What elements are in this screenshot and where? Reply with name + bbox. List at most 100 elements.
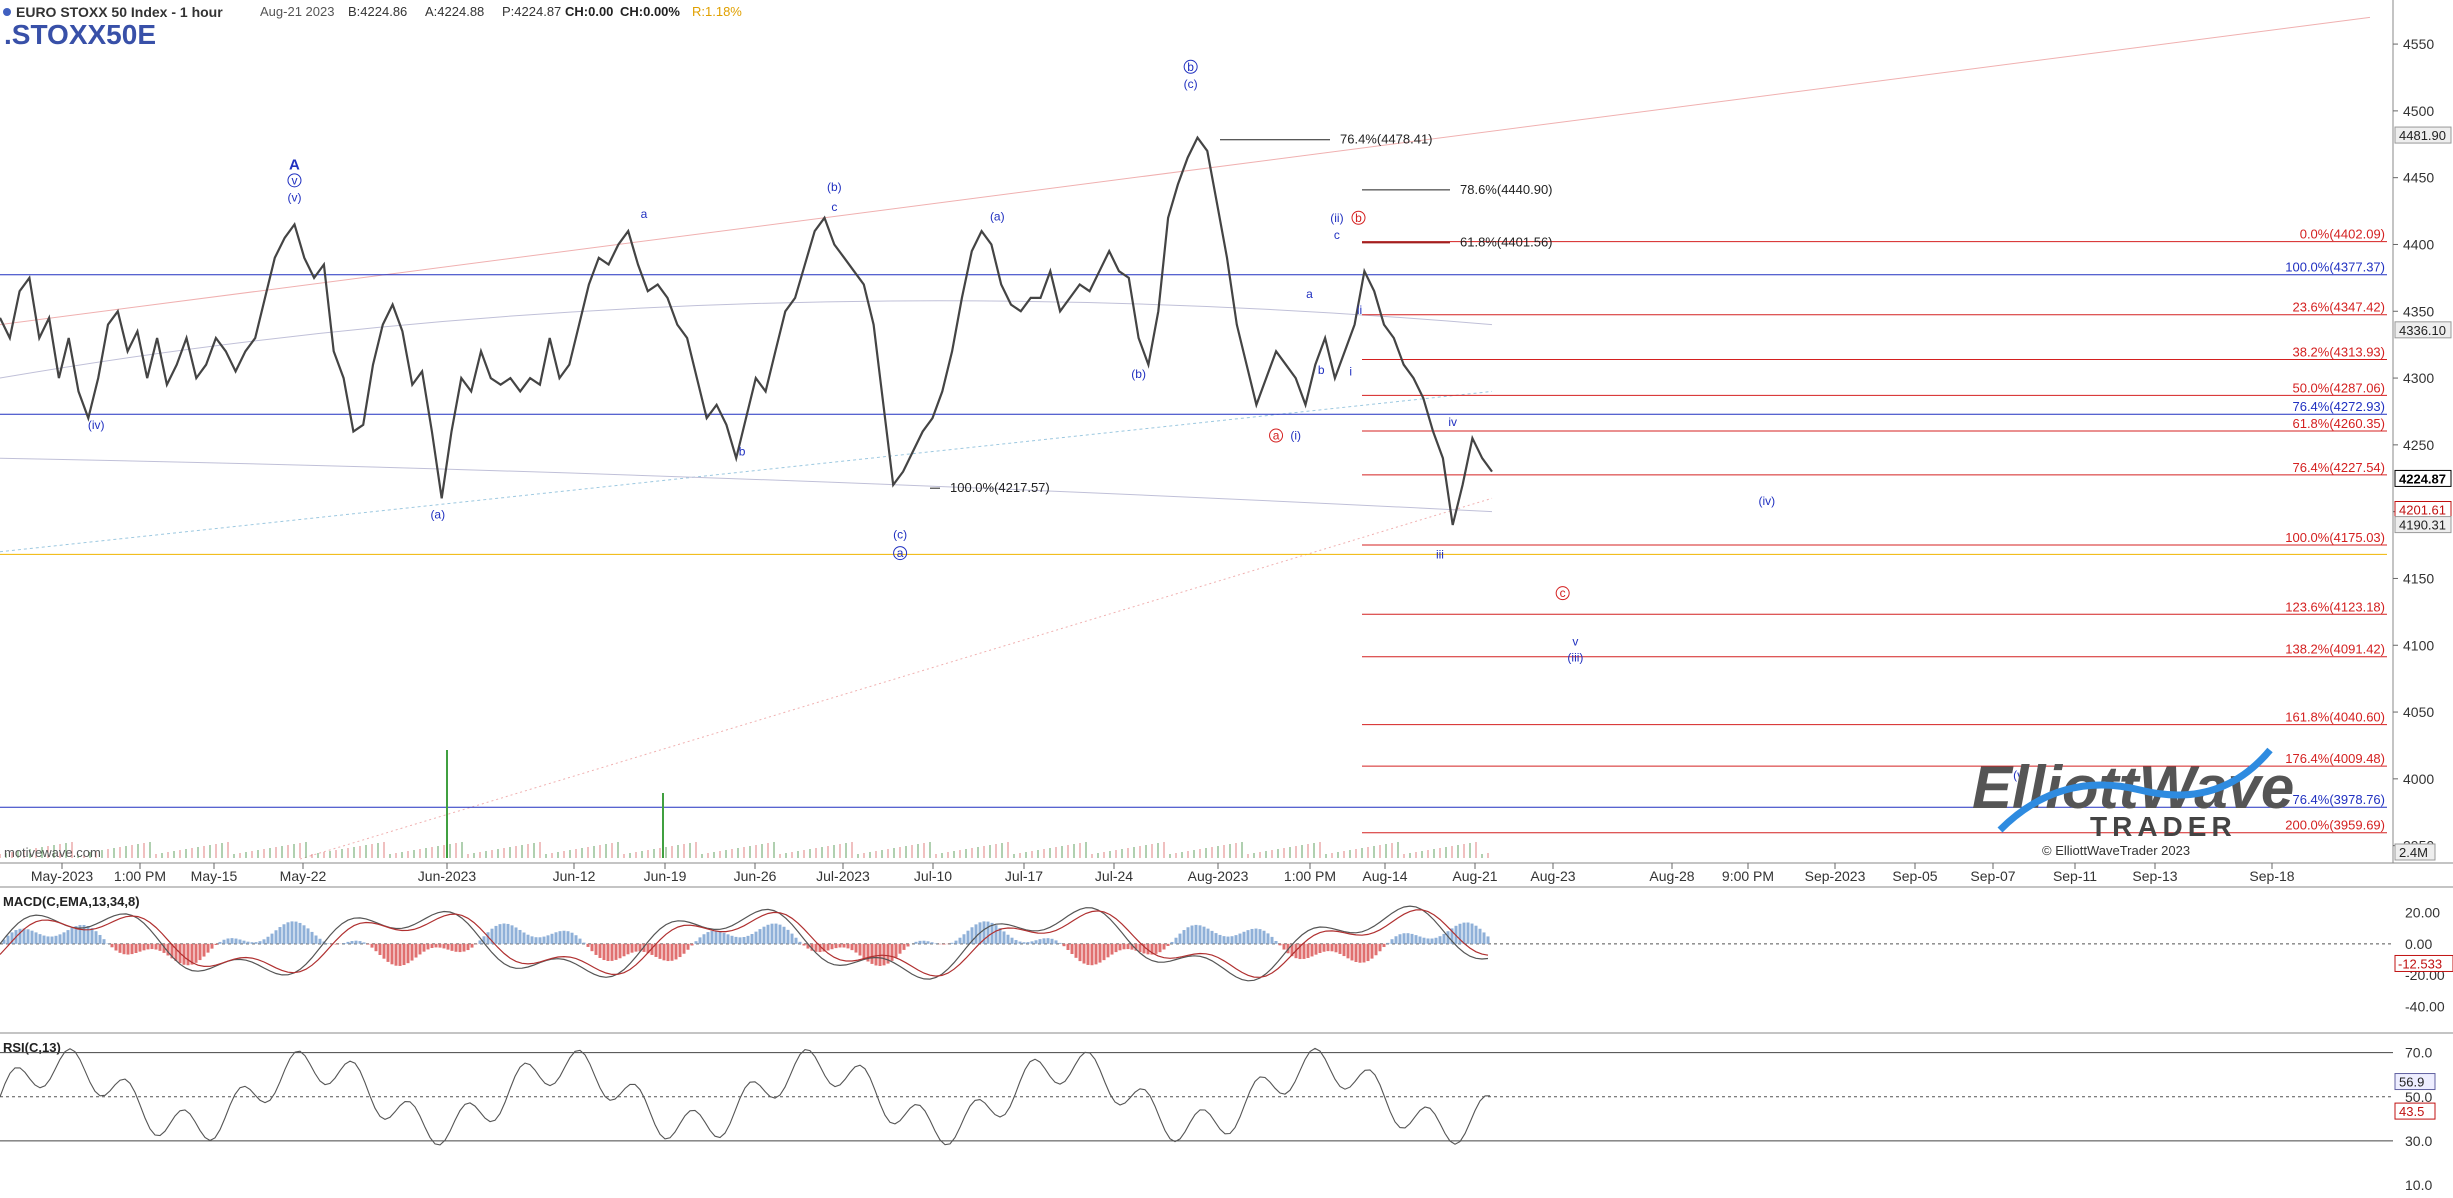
symbol-label: .STOXX50E [4,19,156,50]
rsi-tick-label: 30.0 [2405,1133,2432,1149]
y-tick-label: 4050 [2403,704,2434,720]
fib-label: 100.0%(4377.37) [2285,260,2385,275]
y-tick-label: 4250 [2403,437,2434,453]
rsi-value-label: 56.9 [2399,1075,2424,1090]
fib-levels: 0.0%(4402.09) 100.0%(4377.37) 23.6%(4347.4… [0,132,2387,834]
header-date: Aug-21 2023 [260,4,334,19]
trendline-upper [0,16,2371,326]
x-tick-label: Jun-19 [644,868,687,884]
rsi-label: RSI(C,13) [3,1040,61,1055]
wave-circle-icon [1269,428,1284,443]
chart-title: EURO STOXX 50 Index - 1 hour [16,4,223,20]
wave-label: a [1273,429,1280,443]
black-fib-label: 78.6%(4440.90) [1460,182,1553,197]
rsi-tick-label: 10.0 [2405,1177,2432,1193]
header-ask: A:4224.88 [425,4,484,19]
logo-wave-icon [1997,747,2273,833]
rsi-line [0,1047,1491,1146]
x-tick-label: Jun-26 [734,868,777,884]
x-tick-label: Jul-10 [914,868,952,884]
wave-circle-icon [287,173,302,188]
y-tick-label: 4300 [2403,370,2434,386]
wave-circle-icon [1351,210,1366,225]
price-tag-box [2394,126,2452,144]
x-tick-label: Aug-28 [1649,868,1694,884]
x-axis: May-2023 1:00 PM May-15 May-22 Jun-2023 Jun-1… [31,863,2295,884]
fib-label: 76.4%(4272.93) [2292,399,2385,414]
y-tick-label: 4100 [2403,637,2434,653]
macd-label: MACD(C,EMA,13,34,8) [3,894,140,909]
fib-label: 138.2%(4091.42) [2285,642,2385,657]
macd-value-box [2394,954,2453,972]
wave-circle-icon [1555,586,1570,601]
fib-label: 76.4%(3978.76) [2292,792,2385,807]
wave-label: A [289,157,300,174]
wave-label: iv [1448,415,1457,429]
bollinger-lower [0,457,1493,513]
wave-label: b [1355,211,1362,225]
wave-label: (i) [1290,429,1301,443]
symbol-dot-icon [3,8,11,16]
y-tick-label: 4400 [2403,236,2434,252]
price-tag-label: 4481.90 [2399,128,2446,143]
x-tick-label: Sep-2023 [1805,868,1866,884]
y-tick-label: 4550 [2403,36,2434,52]
volume-bars [0,750,1489,858]
header-change-pct: CH:0.00% [620,4,680,19]
y-tick-label: 4450 [2403,170,2434,186]
wave-label: c [1334,228,1340,242]
black-fib-label: 100.0%(4217.57) [950,480,1050,495]
wave-label: ii [1357,303,1362,317]
fib-label: 38.2%(4313.93) [2292,344,2385,359]
x-tick-label: 1:00 PM [1284,868,1336,884]
wave-label: (iv) [88,418,105,432]
wave-label: (v) [287,191,301,205]
price-line [0,135,1493,526]
main-panel [0,0,2453,1034]
x-tick-label: Jul-2023 [816,868,870,884]
wave-label: (a) [990,209,1005,223]
wave-label: b [1187,60,1194,74]
rsi-panel: RSI(C,13) 70.0 50.0 30.0 10.0 56.9 43.5 [0,1040,2436,1193]
x-tick-label: Sep-07 [1970,868,2015,884]
fib-label: 176.4%(4009.48) [2285,751,2385,766]
macd-tick-label: -40.00 [2405,999,2445,1015]
wave-label: (b) [1131,367,1146,381]
header-bid: B:4224.86 [348,4,407,19]
fib-label: 50.0%(4287.06) [2292,380,2385,395]
macd-line [0,905,1489,982]
wave-label: iii [1436,547,1444,561]
wave-label: v [1572,634,1578,648]
price-tag-label: 4336.10 [2399,323,2446,338]
x-tick-label: Sep-13 [2132,868,2177,884]
volume-tag-label: 2.4M [2399,845,2428,860]
wave-labels: Av (v) (iv) (a) a b (b) c (c) a (a) (b) b (c) a (i) a b (i… [88,59,2027,782]
trendline-lower [0,390,1493,553]
wave-label: (iv) [1759,494,1776,508]
x-tick-label: May-2023 [31,868,93,884]
rsi-value-label: 43.5 [2399,1104,2424,1119]
x-tick-label: 1:00 PM [114,868,166,884]
wave-label: a [1306,287,1313,301]
black-fib-label: 76.4%(4478.41) [1340,132,1433,147]
wave-label: i [1349,364,1352,378]
wave-label: a [897,546,904,560]
wave-label: (v) [2013,768,2027,782]
x-tick-label: Jul-24 [1095,868,1133,884]
wave-label: (a) [430,507,445,521]
wave-label: (ii) [1330,211,1343,225]
x-tick-label: May-15 [191,868,238,884]
black-fib-label: 61.8%(4401.56) [1460,234,1553,249]
wave-circle-icon [1183,59,1198,74]
header-range: R:1.18% [692,4,742,19]
volume-tag-box [2394,843,2436,861]
x-tick-label: 9:00 PM [1722,868,1774,884]
price-tag-box [2394,516,2452,534]
header-price: P:4224.87 [502,4,561,19]
macd-tick-label: 20.00 [2405,905,2440,921]
rsi-tick-label: 70.0 [2405,1045,2432,1061]
fib-label: 161.8%(4040.60) [2285,710,2385,725]
y-tick-label: 4500 [2403,103,2434,119]
